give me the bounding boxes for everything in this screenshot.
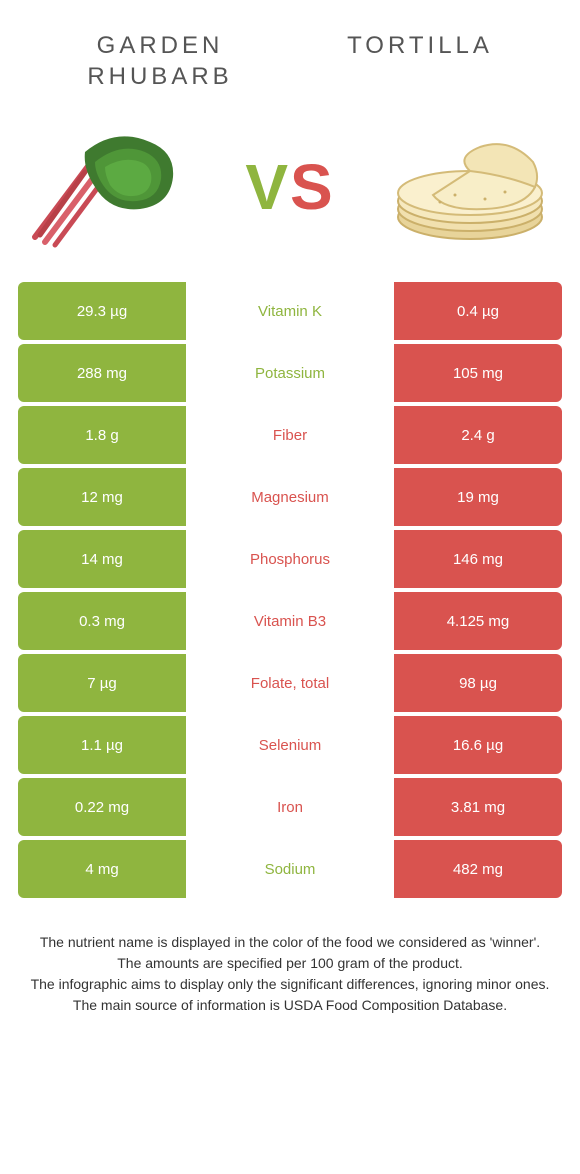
nutrient-name-cell: Phosphorus (186, 530, 394, 588)
nutrient-row: 288 mgPotassium105 mg (18, 344, 562, 402)
right-value-cell: 16.6 µg (394, 716, 562, 774)
images-row: VS (0, 102, 580, 282)
nutrient-name-cell: Selenium (186, 716, 394, 774)
nutrient-name-cell: Folate, total (186, 654, 394, 712)
left-value-cell: 0.22 mg (18, 778, 186, 836)
nutrient-row: 1.1 µgSelenium16.6 µg (18, 716, 562, 774)
nutrient-name-cell: Vitamin K (186, 282, 394, 340)
nutrient-row: 1.8 gFiber2.4 g (18, 406, 562, 464)
left-value-cell: 4 mg (18, 840, 186, 898)
vs-label: VS (245, 150, 334, 224)
footer-line: The infographic aims to display only the… (30, 974, 550, 995)
nutrient-row: 0.22 mgIron3.81 mg (18, 778, 562, 836)
left-value-cell: 1.1 µg (18, 716, 186, 774)
right-value-cell: 98 µg (394, 654, 562, 712)
nutrient-table: 29.3 µgVitamin K0.4 µg288 mgPotassium105… (0, 282, 580, 898)
nutrient-name-cell: Potassium (186, 344, 394, 402)
nutrient-row: 12 mgMagnesium19 mg (18, 468, 562, 526)
tortilla-icon (385, 117, 555, 257)
right-food-title: TORTILLA (320, 30, 520, 92)
right-value-cell: 146 mg (394, 530, 562, 588)
nutrient-row: 14 mgPhosphorus146 mg (18, 530, 562, 588)
footer-line: The amounts are specified per 100 gram o… (30, 953, 550, 974)
left-value-cell: 7 µg (18, 654, 186, 712)
right-value-cell: 0.4 µg (394, 282, 562, 340)
nutrient-name-cell: Sodium (186, 840, 394, 898)
right-value-cell: 4.125 mg (394, 592, 562, 650)
nutrient-row: 7 µgFolate, total98 µg (18, 654, 562, 712)
left-value-cell: 288 mg (18, 344, 186, 402)
footer-line: The main source of information is USDA F… (30, 995, 550, 1016)
nutrient-name-cell: Vitamin B3 (186, 592, 394, 650)
right-value-cell: 2.4 g (394, 406, 562, 464)
rhubarb-image (20, 112, 200, 262)
nutrient-name-cell: Iron (186, 778, 394, 836)
rhubarb-icon (25, 117, 195, 257)
right-value-cell: 482 mg (394, 840, 562, 898)
nutrient-row: 0.3 mgVitamin B34.125 mg (18, 592, 562, 650)
header: GARDEN RHUBARB TORTILLA (0, 0, 580, 102)
left-food-title: GARDEN RHUBARB (60, 30, 260, 92)
left-value-cell: 0.3 mg (18, 592, 186, 650)
footer-notes: The nutrient name is displayed in the co… (0, 902, 580, 1016)
tortilla-image (380, 112, 560, 262)
right-value-cell: 3.81 mg (394, 778, 562, 836)
left-value-cell: 14 mg (18, 530, 186, 588)
footer-line: The nutrient name is displayed in the co… (30, 932, 550, 953)
nutrient-row: 29.3 µgVitamin K0.4 µg (18, 282, 562, 340)
left-value-cell: 1.8 g (18, 406, 186, 464)
nutrient-name-cell: Fiber (186, 406, 394, 464)
left-value-cell: 29.3 µg (18, 282, 186, 340)
nutrient-name-cell: Magnesium (186, 468, 394, 526)
vs-letter-v: V (245, 151, 290, 223)
right-value-cell: 19 mg (394, 468, 562, 526)
left-value-cell: 12 mg (18, 468, 186, 526)
nutrient-row: 4 mgSodium482 mg (18, 840, 562, 898)
right-value-cell: 105 mg (394, 344, 562, 402)
vs-letter-s: S (290, 151, 335, 223)
